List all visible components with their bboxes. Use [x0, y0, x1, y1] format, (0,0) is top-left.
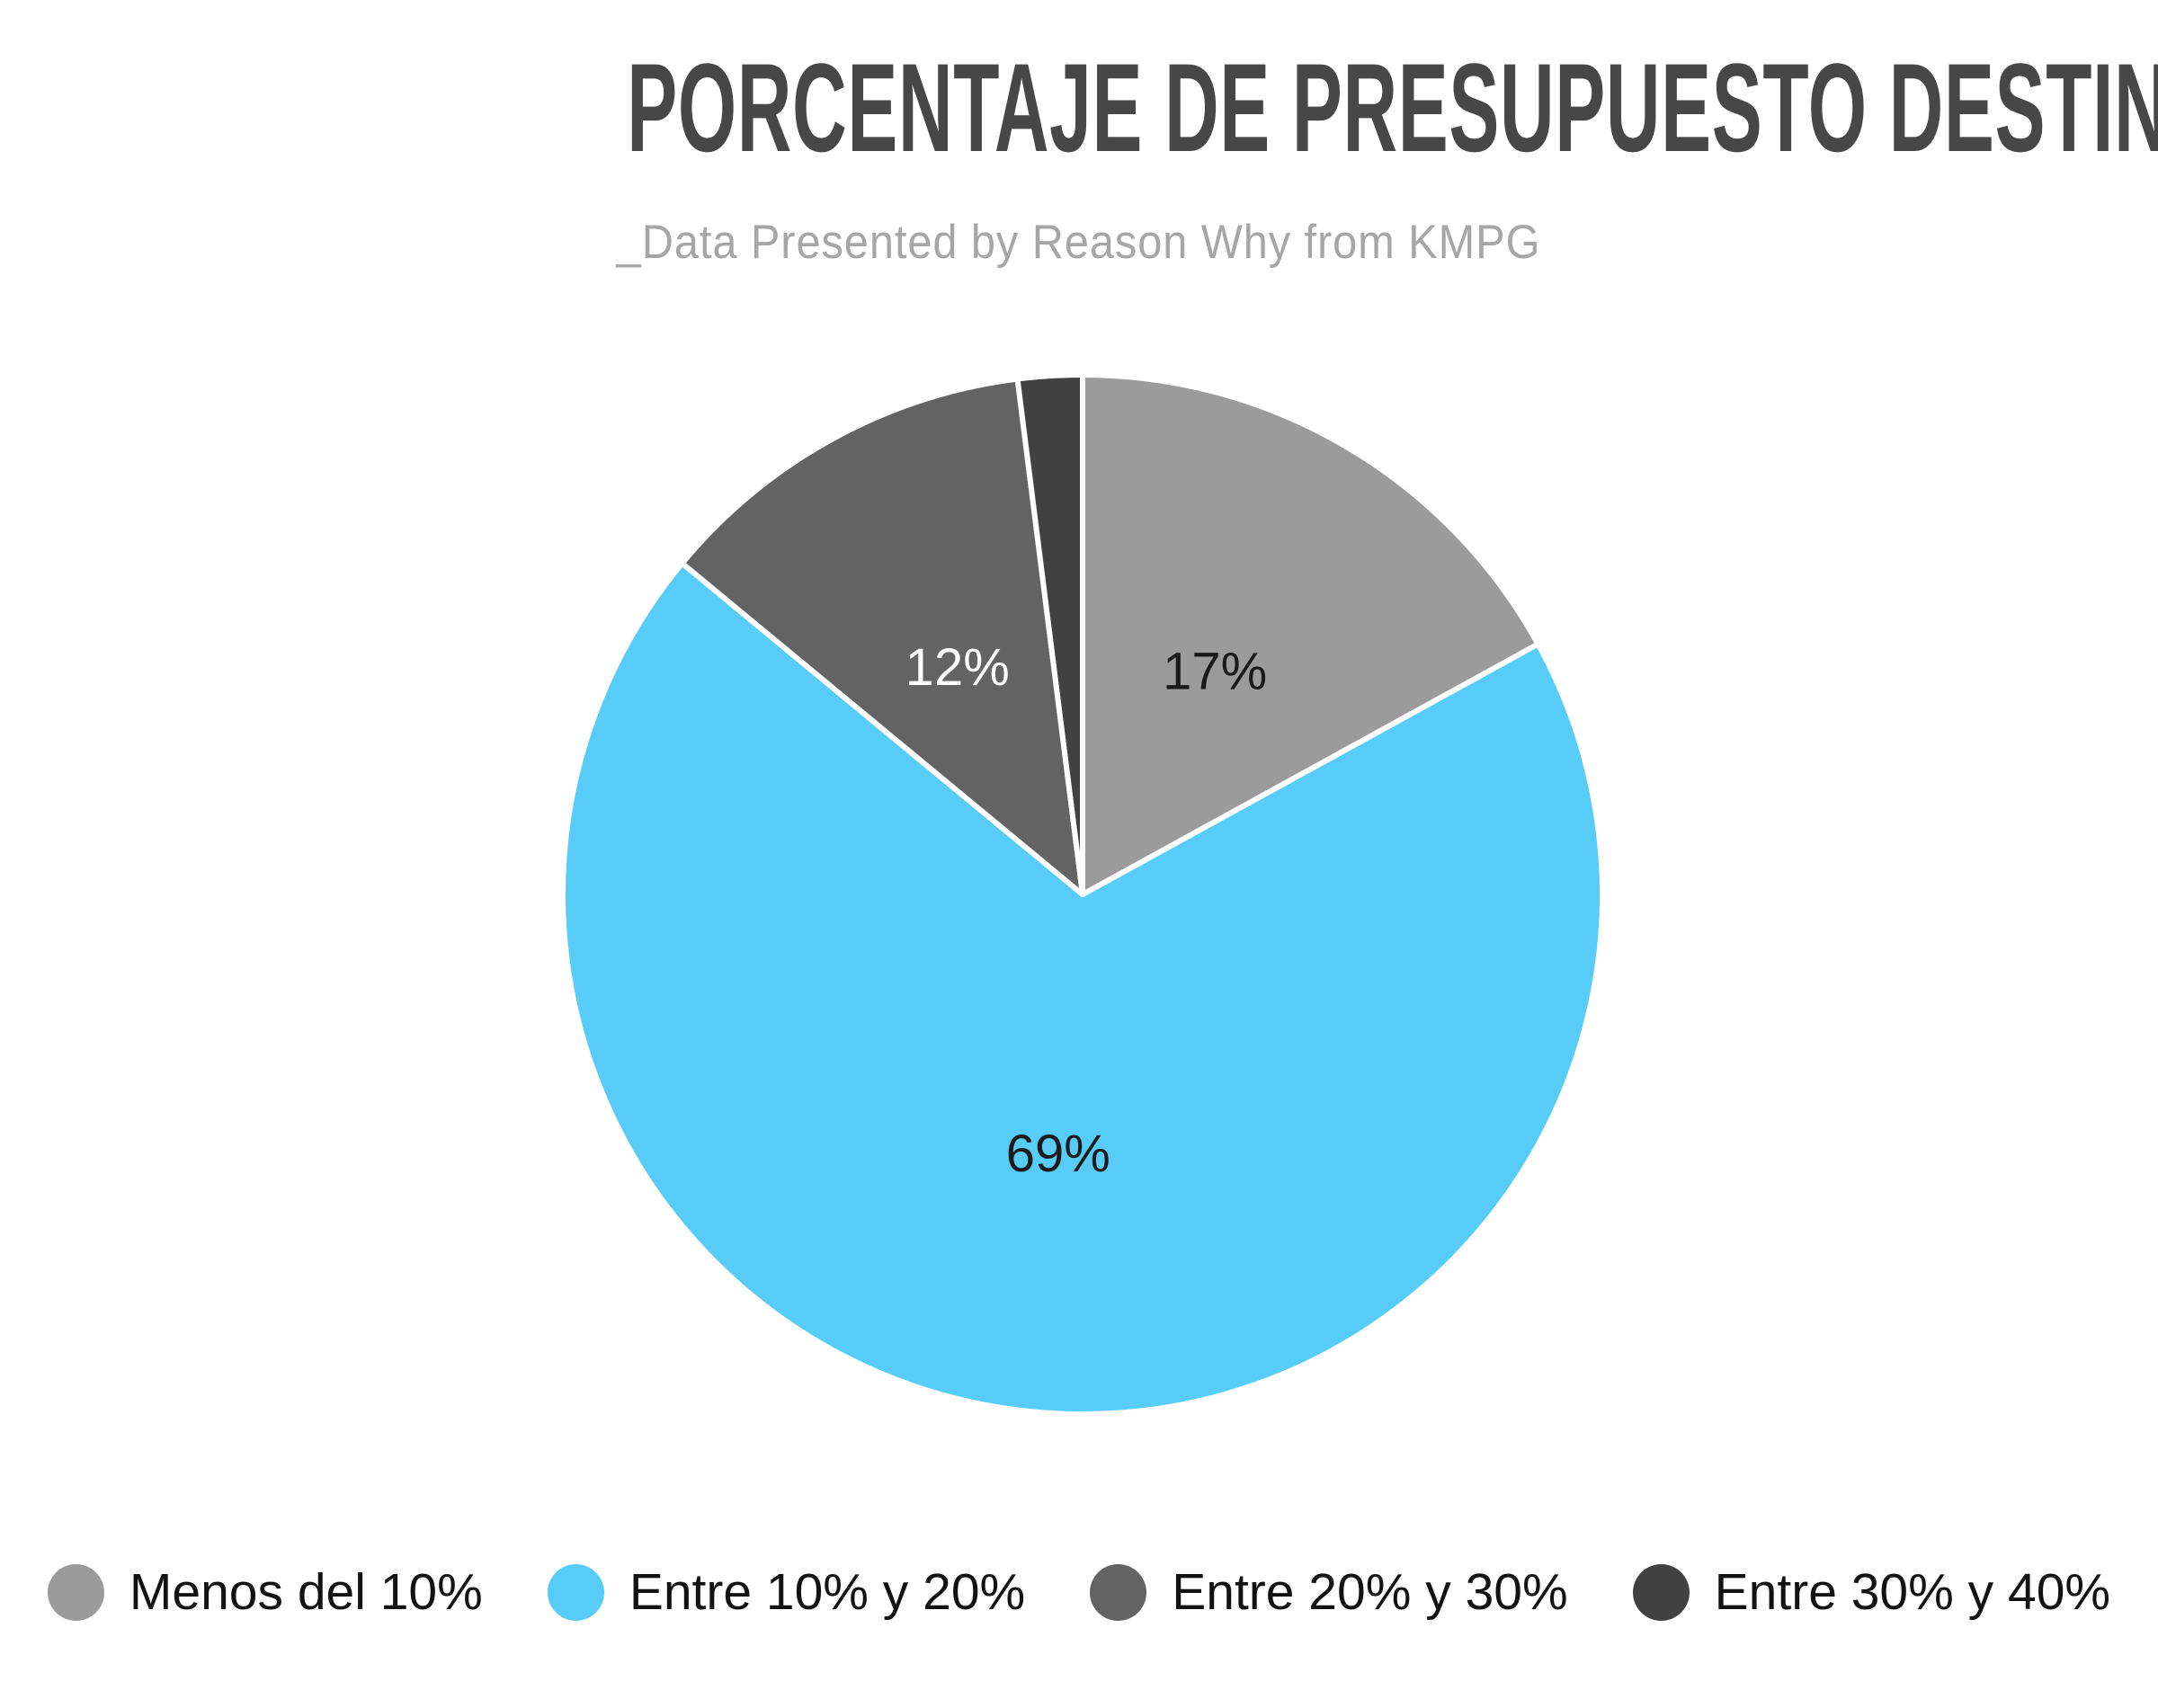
pie-slice-label-0: 17% — [1163, 643, 1267, 701]
legend-item-entre-20-30: Entre 20% y 30% — [1090, 1562, 1568, 1622]
legend-label: Entre 20% y 30% — [1172, 1563, 1568, 1621]
pie-slice-label-2: 12% — [905, 638, 1010, 697]
pie-slice-label-1: 69% — [1006, 1125, 1110, 1183]
chart-title: PORCENTAJE DE PRESUPUESTO DESTINADO A IA — [0, 45, 2158, 171]
pie-slice-0 — [1080, 372, 1541, 897]
legend: Menos del 10% Entre 10% y 20% Entre 20% … — [0, 1562, 2158, 1622]
pie-slice-1 — [560, 560, 1605, 1417]
legend-item-entre-30-40: Entre 30% y 40% — [1632, 1562, 2111, 1622]
legend-label: Entre 10% y 20% — [629, 1563, 1026, 1621]
legend-item-entre-10-20: Entre 10% y 20% — [547, 1562, 1026, 1622]
pie-slice-2 — [679, 376, 1085, 897]
legend-item-menos-del-10: Menos del 10% — [47, 1562, 483, 1622]
chart-subtitle-text: _Data Presented by Reason Why from KMPG — [617, 216, 1541, 269]
legend-swatch-icon — [47, 1563, 104, 1621]
legend-swatch-icon — [1632, 1563, 1690, 1621]
legend-swatch-icon — [547, 1563, 604, 1621]
legend-swatch-icon — [1090, 1563, 1147, 1621]
pie-slice-3 — [1014, 372, 1085, 897]
chart-title-text: PORCENTAJE DE PRESUPUESTO DESTINADO A IA — [627, 37, 2158, 178]
legend-label: Entre 30% y 40% — [1714, 1563, 2111, 1621]
legend-label: Menos del 10% — [129, 1563, 483, 1621]
chart-subtitle: _Data Presented by Reason Why from KMPG — [0, 216, 2158, 271]
